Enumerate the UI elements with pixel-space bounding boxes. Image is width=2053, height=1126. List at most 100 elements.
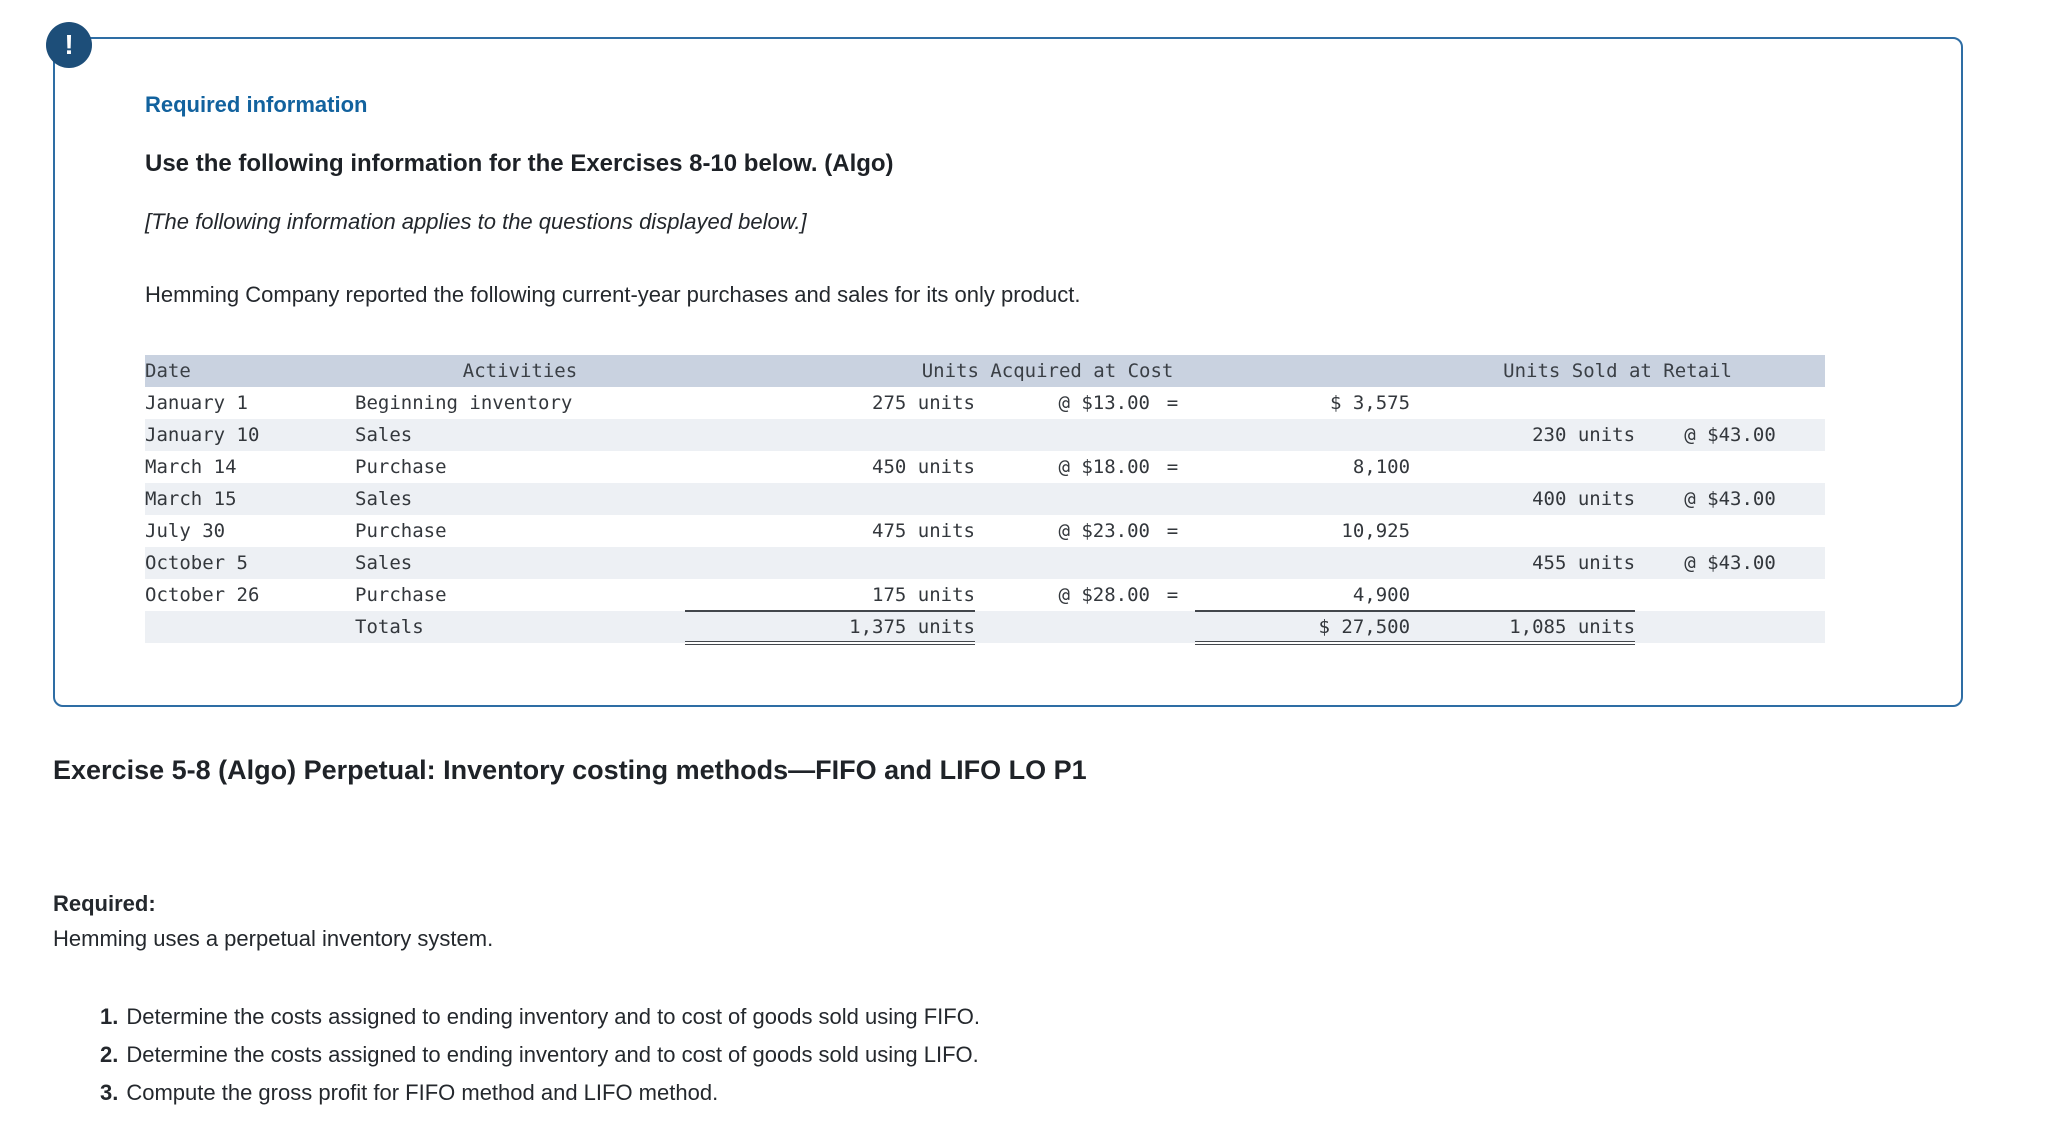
cell-date — [145, 611, 355, 643]
cell-retail-price: @ $43.00 — [1684, 488, 1776, 510]
cell-total-cost — [1195, 483, 1410, 515]
required-info-box: ! Required information Use the following… — [46, 22, 1963, 707]
requirement-number: 2. — [100, 1042, 119, 1067]
cell-retail-price: @ $43.00 — [1684, 552, 1776, 574]
cell-units-acquired — [685, 547, 975, 579]
requirement-text: Compute the gross profit for FIFO method… — [126, 1080, 719, 1105]
requirement-text: Determine the costs assigned to ending i… — [126, 1004, 980, 1029]
cell-total-cost: 4,900 — [1195, 579, 1411, 612]
col-header-units-acquired: Units Acquired at Cost — [921, 360, 1174, 382]
cell-equals: = — [1166, 456, 1179, 478]
requirement-item-2: 2. Determine the costs assigned to ending… — [100, 1041, 2053, 1069]
cell-retail-price — [1635, 451, 1825, 483]
cell-activity: Purchase — [355, 456, 447, 478]
cell-units-sold: 400 units — [1532, 488, 1636, 510]
cell-total-cost: $ 3,575 — [1329, 392, 1411, 414]
cell-units-acquired: 450 units — [872, 456, 975, 478]
col-header-date: Date — [145, 360, 191, 382]
table-row-october-26: October 26 Purchase 175 units @ $28.00 =… — [145, 579, 1825, 612]
cell-unit-cost: @ $13.00 — [1058, 392, 1150, 414]
cell-activity: Purchase — [355, 584, 447, 606]
cell-unit-cost — [975, 419, 1150, 451]
col-header-units-sold: Units Sold at Retail — [1503, 360, 1732, 382]
table-header-row: Date Activities Units Acquired at Cost U… — [145, 355, 1826, 387]
requirement-item-3: 3. Compute the gross profit for FIFO meth… — [100, 1079, 2053, 1107]
cell-date: January 1 — [145, 392, 248, 414]
cell-units-sold — [1410, 515, 1635, 547]
cell-unit-cost — [975, 483, 1150, 515]
cell-units-sold: 230 units — [1532, 424, 1636, 446]
cell-activity: Totals — [355, 616, 424, 638]
cell-units-sold: 455 units — [1532, 552, 1636, 574]
cell-equals — [1150, 419, 1195, 451]
cell-units-acquired: 1,375 units — [685, 611, 975, 645]
table-row-march-14: March 14 Purchase 450 units @ $18.00 = 8… — [145, 451, 1825, 483]
cell-total-cost: 10,925 — [1341, 520, 1411, 542]
table-row-october-5: October 5 Sales 455 units @ $43.00 — [145, 547, 1826, 579]
cell-retail-price — [1635, 579, 1825, 611]
cell-activity: Sales — [355, 424, 413, 446]
alert-exclamation-icon: ! — [46, 22, 92, 68]
cell-equals: = — [1166, 392, 1179, 414]
intro-text: Hemming Company reported the following c… — [145, 282, 1081, 307]
cell-retail-price — [1635, 611, 1825, 643]
cell-unit-cost: @ $28.00 — [1058, 584, 1150, 606]
cell-unit-cost — [975, 547, 1150, 579]
cell-units-acquired: 175 units — [685, 579, 975, 612]
exercise-info-title: Use the following information for the Ex… — [145, 150, 894, 177]
cell-units-acquired: 475 units — [872, 520, 975, 542]
requirements-list: 1. Determine the costs assigned to ending… — [100, 1003, 2053, 1107]
cell-date: March 15 — [145, 488, 237, 510]
cell-equals: = — [1166, 520, 1179, 542]
cell-activity: Sales — [355, 488, 413, 510]
cell-unit-cost: @ $23.00 — [1058, 520, 1150, 542]
table-row-january-1: January 1 Beginning inventory 275 units … — [145, 387, 1825, 419]
cell-total-cost — [1195, 419, 1410, 451]
table-row-july-30: July 30 Purchase 475 units @ $23.00 = 10… — [145, 515, 1825, 547]
col-header-activities: Activities — [462, 360, 578, 382]
requirement-number: 3. — [100, 1080, 119, 1105]
cell-units-acquired — [685, 419, 975, 451]
cell-date: March 14 — [145, 456, 237, 478]
required-info-content: Required information Use the following i… — [55, 39, 1961, 645]
table-row-totals: Totals 1,375 units $ 27,500 1,085 units — [145, 611, 1826, 645]
cell-total-cost: 8,100 — [1352, 456, 1411, 478]
cell-equals: = — [1166, 584, 1179, 606]
required-text: Hemming uses a perpetual inventory syste… — [53, 926, 494, 951]
cell-retail-price — [1635, 387, 1825, 419]
cell-units-sold — [1410, 387, 1635, 419]
cell-retail-price — [1635, 515, 1825, 547]
cell-activity: Beginning inventory — [355, 392, 573, 414]
cell-equals — [1150, 483, 1195, 515]
cell-unit-cost: @ $18.00 — [1058, 456, 1150, 478]
table-row-january-10: January 10 Sales 230 units @ $43.00 — [145, 419, 1826, 451]
cell-total-cost: $ 27,500 — [1195, 611, 1411, 645]
cell-unit-cost — [975, 611, 1150, 643]
cell-activity: Sales — [355, 552, 413, 574]
requirement-number: 1. — [100, 1004, 119, 1029]
cell-total-cost — [1195, 547, 1410, 579]
cell-date: January 10 — [145, 424, 260, 446]
table-row-march-15: March 15 Sales 400 units @ $43.00 — [145, 483, 1826, 515]
cell-activity: Purchase — [355, 520, 447, 542]
requirement-item-1: 1. Determine the costs assigned to ending… — [100, 1003, 2053, 1031]
cell-date: October 26 — [145, 584, 260, 606]
cell-equals — [1150, 547, 1195, 579]
cell-date: October 5 — [145, 552, 248, 574]
cell-units-sold: 1,085 units — [1410, 611, 1636, 645]
required-information-label: Required information — [145, 92, 368, 117]
applies-note: [The following information applies to th… — [145, 209, 807, 234]
cell-equals — [1150, 611, 1195, 643]
cell-units-acquired — [685, 483, 975, 515]
cell-units-acquired: 275 units — [872, 392, 975, 414]
exercise-heading: Exercise 5-8 (Algo) Perpetual: Inventory… — [53, 755, 1087, 785]
cell-units-sold — [1410, 451, 1635, 483]
alert-badge-glyph: ! — [64, 29, 74, 60]
cell-date: July 30 — [145, 520, 226, 542]
requirement-text: Determine the costs assigned to ending i… — [126, 1042, 979, 1067]
cell-units-sold — [1410, 579, 1636, 612]
required-label: Required: — [53, 891, 156, 916]
inventory-table: Date Activities Units Acquired at Cost U… — [145, 355, 1826, 645]
cell-retail-price: @ $43.00 — [1684, 424, 1776, 446]
